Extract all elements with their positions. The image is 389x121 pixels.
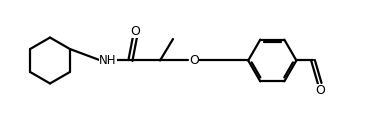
- Text: NH: NH: [99, 54, 117, 67]
- Text: O: O: [130, 25, 140, 38]
- Text: O: O: [189, 54, 200, 67]
- Text: O: O: [315, 84, 325, 97]
